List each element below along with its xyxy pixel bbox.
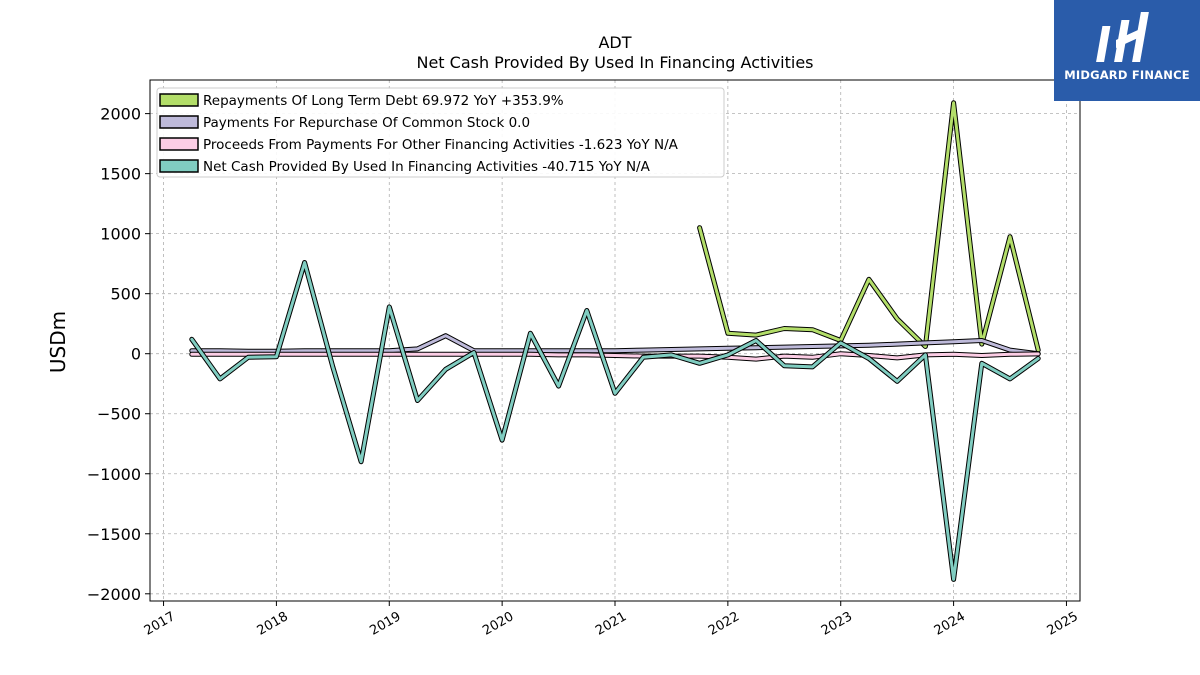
x-tick-label: 2023 xyxy=(819,609,855,639)
x-tick-label: 2022 xyxy=(706,609,742,639)
x-tick-label: 2021 xyxy=(593,609,629,639)
y-tick-label: 500 xyxy=(110,285,141,304)
legend-label: Net Cash Provided By Used In Financing A… xyxy=(203,159,651,175)
series-3 xyxy=(189,260,1041,582)
x-tick-label: 2017 xyxy=(142,609,178,639)
y-tick-label: −2000 xyxy=(87,585,141,604)
y-tick-label: 1000 xyxy=(100,225,141,244)
legend-box xyxy=(156,87,725,178)
x-tick-label: 2025 xyxy=(1045,609,1081,639)
series-lines xyxy=(189,100,1041,582)
series-line xyxy=(190,261,1040,581)
legend-label: Payments For Repurchase Of Common Stock … xyxy=(203,115,530,131)
y-tick-label: −1500 xyxy=(87,525,141,544)
x-tick-label: 2020 xyxy=(480,609,516,639)
legend-item: Proceeds From Payments For Other Financi… xyxy=(159,137,679,153)
series-0 xyxy=(697,100,1041,353)
y-tick-label: 2000 xyxy=(100,105,141,124)
legend: Repayments Of Long Term Debt 69.972 YoY … xyxy=(156,87,725,178)
y-tick-label: 1500 xyxy=(100,165,141,184)
legend-label: Repayments Of Long Term Debt 69.972 YoY … xyxy=(203,93,564,109)
legend-swatch xyxy=(159,93,199,107)
legend-item: Net Cash Provided By Used In Financing A… xyxy=(159,159,651,175)
midgard-finance-logo: MIDGARD FINANCE xyxy=(1054,0,1200,101)
y-tick-label: −500 xyxy=(97,405,141,424)
chart-title: ADT xyxy=(598,33,631,52)
x-axis-ticks: 2017 2018 2019 2020 2021 2022 2023 2024 2025 xyxy=(142,601,1081,639)
y-axis-ticks: −2000 −1500 −1000 −500 0 500 1000 1500 2000 xyxy=(87,105,150,604)
legend-swatch xyxy=(159,115,199,129)
x-tick-label: 2018 xyxy=(255,609,291,639)
chart-titles: ADT Net Cash Provided By Used In Financi… xyxy=(416,33,813,72)
legend-swatch xyxy=(159,137,199,151)
series-1 xyxy=(189,333,1041,357)
chart-subtitle: Net Cash Provided By Used In Financing A… xyxy=(416,53,813,72)
legend-item: Repayments Of Long Term Debt 69.972 YoY … xyxy=(159,93,564,109)
plot-area-frame xyxy=(149,79,1081,602)
legend-swatch xyxy=(159,159,199,173)
series-line xyxy=(698,101,1040,352)
series-line xyxy=(190,352,1040,361)
x-tick-label: 2024 xyxy=(932,609,968,639)
series-2 xyxy=(189,351,1041,362)
legend-label: Proceeds From Payments For Other Financi… xyxy=(203,137,679,153)
x-tick-label: 2019 xyxy=(367,609,403,639)
y-tick-label: 0 xyxy=(131,345,141,364)
y-tick-label: −1000 xyxy=(87,465,141,484)
legend-item: Payments For Repurchase Of Common Stock … xyxy=(159,115,530,131)
series-line-outline xyxy=(697,100,1041,353)
logo-mark-icon xyxy=(1096,12,1149,62)
y-axis-label: USDm xyxy=(46,311,70,373)
series-line xyxy=(190,334,1040,356)
logo-text: MIDGARD FINANCE xyxy=(1064,68,1190,82)
